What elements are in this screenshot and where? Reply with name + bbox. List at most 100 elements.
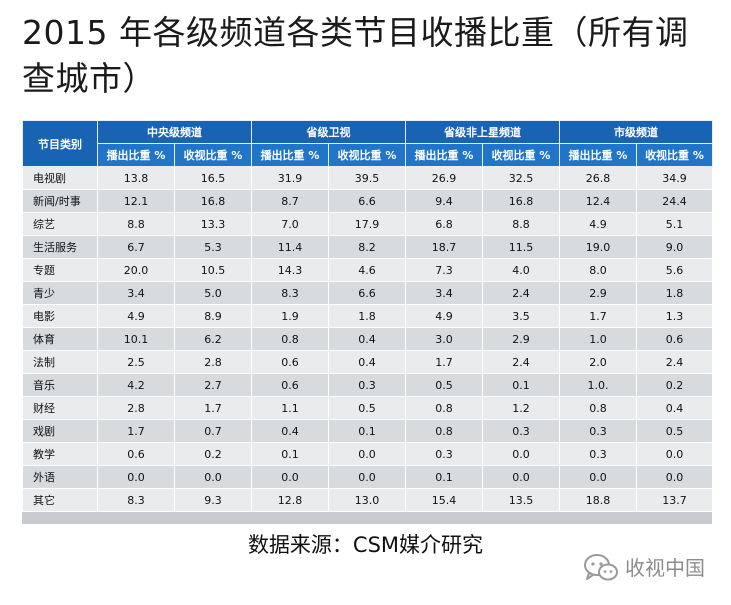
table-cell: 0.1	[251, 442, 329, 466]
table-cell: 6.6	[328, 281, 406, 305]
table-cell: 11.4	[251, 235, 329, 259]
row-category: 教学	[22, 442, 98, 466]
row-category: 其它	[22, 488, 98, 512]
table-cell: 1.7	[174, 396, 252, 420]
table-cell: 0.2	[636, 373, 713, 397]
table-cell: 9.0	[636, 235, 713, 259]
row-category: 青少	[22, 281, 98, 305]
table-cell: 0.6	[97, 442, 175, 466]
table-cell: 18.8	[559, 488, 637, 512]
group-header-city: 市级频道	[559, 120, 713, 144]
table-cell: 5.3	[174, 235, 252, 259]
table-cell: 5.1	[636, 212, 713, 236]
table-cell: 26.9	[405, 166, 483, 190]
table-cell: 3.0	[405, 327, 483, 351]
table-cell: 0.0	[97, 465, 175, 489]
row-category: 戏剧	[22, 419, 98, 443]
table-cell: 1.3	[636, 304, 713, 328]
table-cell: 32.5	[482, 166, 560, 190]
table-cell: 17.9	[328, 212, 406, 236]
table-cell: 6.7	[97, 235, 175, 259]
table-cell: 4.6	[328, 258, 406, 282]
table-cell: 0.7	[174, 419, 252, 443]
table-row: 财经 2.8 1.7 1.1 0.5 0.8 1.2 0.8 0.4	[22, 396, 713, 420]
table-cell: 1.7	[97, 419, 175, 443]
table-cell: 2.4	[636, 350, 713, 374]
table-cell: 16.8	[174, 189, 252, 213]
sub-header-viewing-share: 收视比重 %	[636, 143, 713, 167]
table-row: 新闻/时事 12.1 16.8 8.7 6.6 9.4 16.8 12.4 24.4	[22, 189, 713, 213]
table-cell: 0.6	[636, 327, 713, 351]
table-cell: 1.2	[482, 396, 560, 420]
table-cell: 0.6	[251, 350, 329, 374]
table-cell: 0.0	[636, 442, 713, 466]
table-row: 法制 2.5 2.8 0.6 0.4 1.7 2.4 2.0 2.4	[22, 350, 713, 374]
table-cell: 2.7	[174, 373, 252, 397]
table-row: 音乐 4.2 2.7 0.6 0.3 0.5 0.1 1.0. 0.2	[22, 373, 713, 397]
table-cell: 8.8	[97, 212, 175, 236]
watermark: 收视中国	[583, 553, 705, 583]
table-row: 教学 0.6 0.2 0.1 0.0 0.3 0.0 0.3 0.0	[22, 442, 713, 466]
watermark-text: 收视中国	[625, 556, 705, 580]
table-cell: 1.8	[328, 304, 406, 328]
row-category: 音乐	[22, 373, 98, 397]
table-cell: 0.0	[328, 465, 406, 489]
row-category: 专题	[22, 258, 98, 282]
table-cell: 39.5	[328, 166, 406, 190]
table-cell: 0.3	[482, 419, 560, 443]
table-row: 电视剧 13.8 16.5 31.9 39.5 26.9 32.5 26.8 34.9	[22, 166, 713, 190]
table-cell: 8.3	[97, 488, 175, 512]
table-cell: 1.1	[251, 396, 329, 420]
table-cell: 0.4	[636, 396, 713, 420]
table-cell: 16.8	[482, 189, 560, 213]
row-category: 生活服务	[22, 235, 98, 259]
table-cell: 6.6	[328, 189, 406, 213]
table-cell: 0.8	[559, 396, 637, 420]
table-cell: 0.5	[405, 373, 483, 397]
table-cell: 15.4	[405, 488, 483, 512]
table-cell: 24.4	[636, 189, 713, 213]
row-header-category: 节目类别	[22, 120, 98, 167]
table-body: 电视剧 13.8 16.5 31.9 39.5 26.9 32.5 26.8 34.9 新闻/时事…	[22, 166, 713, 512]
table-cell: 18.7	[405, 235, 483, 259]
table-cell: 9.4	[405, 189, 483, 213]
table-cell: 1.7	[559, 304, 637, 328]
table-cell: 1.7	[405, 350, 483, 374]
group-header-provincial-satellite: 省级卫视	[251, 120, 406, 144]
table-cell: 8.9	[174, 304, 252, 328]
table-cell: 8.3	[251, 281, 329, 305]
row-category: 体育	[22, 327, 98, 351]
sub-header-viewing-share: 收视比重 %	[174, 143, 252, 167]
table-cell: 9.3	[174, 488, 252, 512]
table-cell: 0.3	[559, 419, 637, 443]
table-cell: 11.5	[482, 235, 560, 259]
table-cell: 0.0	[251, 465, 329, 489]
table-cell: 1.8	[636, 281, 713, 305]
table-cell: 0.1	[405, 465, 483, 489]
table-cell: 26.8	[559, 166, 637, 190]
table-cell: 0.4	[328, 327, 406, 351]
table-cell: 16.5	[174, 166, 252, 190]
table-cell: 13.3	[174, 212, 252, 236]
table-row: 外语 0.0 0.0 0.0 0.0 0.1 0.0 0.0 0.0	[22, 465, 713, 489]
row-category: 综艺	[22, 212, 98, 236]
table-cell: 0.0	[559, 465, 637, 489]
table-row: 综艺 8.8 13.3 7.0 17.9 6.8 8.8 4.9 5.1	[22, 212, 713, 236]
table-cell: 0.8	[251, 327, 329, 351]
table-cell: 12.1	[97, 189, 175, 213]
table-cell: 0.1	[328, 419, 406, 443]
table-row: 青少 3.4 5.0 8.3 6.6 3.4 2.4 2.9 1.8	[22, 281, 713, 305]
table-cell: 2.9	[482, 327, 560, 351]
table-cell: 0.3	[559, 442, 637, 466]
table-cell: 3.4	[97, 281, 175, 305]
table-cell: 5.0	[174, 281, 252, 305]
table-row: 体育 10.1 6.2 0.8 0.4 3.0 2.9 1.0 0.6	[22, 327, 713, 351]
table-cell: 4.0	[482, 258, 560, 282]
sub-header-broadcast-share: 播出比重 %	[251, 143, 329, 167]
table-cell: 10.1	[97, 327, 175, 351]
table-cell: 13.0	[328, 488, 406, 512]
table-cell: 4.9	[559, 212, 637, 236]
table-cell: 2.8	[97, 396, 175, 420]
table-cell: 12.4	[559, 189, 637, 213]
table-cell: 7.3	[405, 258, 483, 282]
